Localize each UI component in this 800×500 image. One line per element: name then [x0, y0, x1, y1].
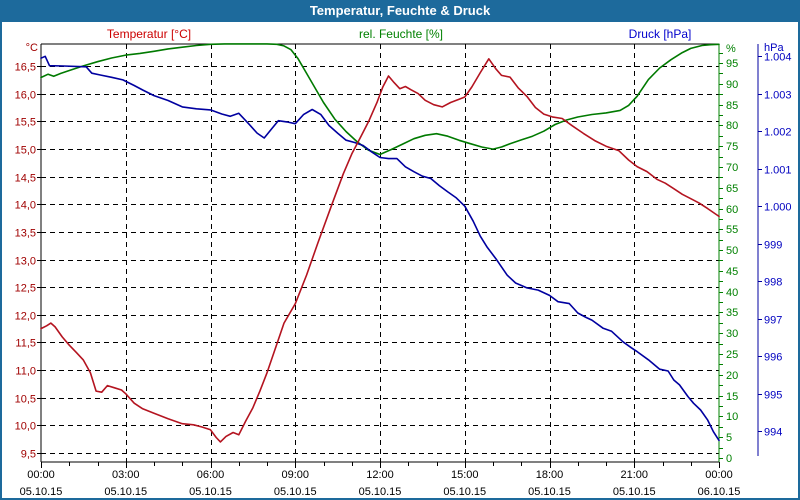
svg-text:12:00: 12:00	[366, 469, 394, 481]
svg-text:00:00: 00:00	[27, 469, 55, 481]
svg-text:13,5: 13,5	[15, 228, 36, 240]
svg-text:06.10.15: 06.10.15	[698, 486, 741, 498]
svg-text:05.10.15: 05.10.15	[528, 486, 571, 498]
svg-text:11,5: 11,5	[15, 338, 36, 350]
series-line-humidity	[40, 43, 720, 156]
svg-text:995: 995	[764, 390, 782, 402]
svg-text:16,5: 16,5	[15, 62, 36, 74]
svg-text:55: 55	[726, 224, 738, 236]
svg-text:13,0: 13,0	[15, 256, 36, 268]
svg-text:15,5: 15,5	[15, 117, 36, 129]
series-line-temperature	[40, 57, 720, 443]
axis-tick-labels: 16,5 16,0 15,5 15,0 14,5 14,0 13,5 13,0 12,5 12,0…	[15, 42, 792, 498]
svg-text:998: 998	[764, 277, 782, 289]
svg-text:11,0: 11,0	[15, 366, 36, 378]
svg-text:999: 999	[764, 240, 782, 252]
svg-text:1.004: 1.004	[764, 52, 792, 64]
svg-text:5: 5	[726, 432, 732, 444]
legend-temperature-label: Temperatur [°C]	[106, 27, 192, 41]
gridlines	[41, 44, 719, 462]
svg-text:05.10.15: 05.10.15	[189, 486, 232, 498]
svg-text:45: 45	[726, 266, 738, 278]
svg-text:80: 80	[726, 120, 738, 132]
svg-text:09:00: 09:00	[281, 469, 309, 481]
svg-text:997: 997	[764, 315, 782, 327]
svg-text:03:00: 03:00	[112, 469, 140, 481]
series-line-pressure	[40, 55, 720, 442]
svg-text:40: 40	[726, 287, 738, 299]
svg-text:14,0: 14,0	[15, 200, 36, 212]
svg-text:18:00: 18:00	[536, 469, 564, 481]
svg-text:85: 85	[726, 100, 738, 112]
svg-text:°C: °C	[26, 42, 38, 54]
svg-text:20: 20	[726, 370, 738, 382]
svg-text:1.000: 1.000	[764, 202, 792, 214]
svg-text:05.10.15: 05.10.15	[359, 486, 402, 498]
svg-text:60: 60	[726, 204, 738, 216]
svg-text:50: 50	[726, 245, 738, 257]
svg-text:9,5: 9,5	[21, 449, 36, 461]
svg-text:06:00: 06:00	[197, 469, 225, 481]
svg-text:1.002: 1.002	[764, 127, 792, 139]
axis-ticks	[37, 53, 762, 468]
svg-text:05.10.15: 05.10.15	[274, 486, 317, 498]
data-series-lines	[40, 43, 720, 443]
svg-text:00:00: 00:00	[705, 469, 733, 481]
svg-text:95: 95	[726, 58, 738, 70]
svg-text:05.10.15: 05.10.15	[613, 486, 656, 498]
svg-text:05.10.15: 05.10.15	[20, 486, 63, 498]
svg-text:12,0: 12,0	[15, 311, 36, 323]
svg-text:10,5: 10,5	[15, 394, 36, 406]
svg-text:15: 15	[726, 391, 738, 403]
svg-text:15,0: 15,0	[15, 145, 36, 157]
svg-text:1.003: 1.003	[764, 90, 792, 102]
axis-lines	[40, 43, 759, 463]
svg-text:35: 35	[726, 307, 738, 319]
window-title: Temperatur, Feuchte & Druck	[0, 0, 800, 22]
svg-text:75: 75	[726, 141, 738, 153]
svg-text:10,0: 10,0	[15, 421, 36, 433]
svg-text:05.10.15: 05.10.15	[104, 486, 147, 498]
svg-text:14,5: 14,5	[15, 173, 36, 185]
svg-text:994: 994	[764, 427, 782, 439]
svg-text:%: %	[726, 43, 736, 55]
svg-text:10: 10	[726, 411, 738, 423]
svg-text:21:00: 21:00	[620, 469, 648, 481]
legend-pressure-label: Druck [hPa]	[628, 27, 692, 41]
svg-text:hPa: hPa	[764, 42, 784, 54]
svg-text:90: 90	[726, 79, 738, 91]
svg-text:996: 996	[764, 352, 782, 364]
svg-text:12,5: 12,5	[15, 283, 36, 295]
svg-text:16,0: 16,0	[15, 90, 36, 102]
svg-text:05.10.15: 05.10.15	[443, 486, 486, 498]
svg-text:15:00: 15:00	[451, 469, 479, 481]
legend-humidity-label: rel. Feuchte [%]	[358, 27, 444, 41]
svg-text:70: 70	[726, 162, 738, 174]
svg-text:65: 65	[726, 183, 738, 195]
svg-text:25: 25	[726, 349, 738, 361]
svg-text:1.001: 1.001	[764, 165, 792, 177]
svg-text:0: 0	[726, 453, 732, 465]
svg-text:30: 30	[726, 328, 738, 340]
